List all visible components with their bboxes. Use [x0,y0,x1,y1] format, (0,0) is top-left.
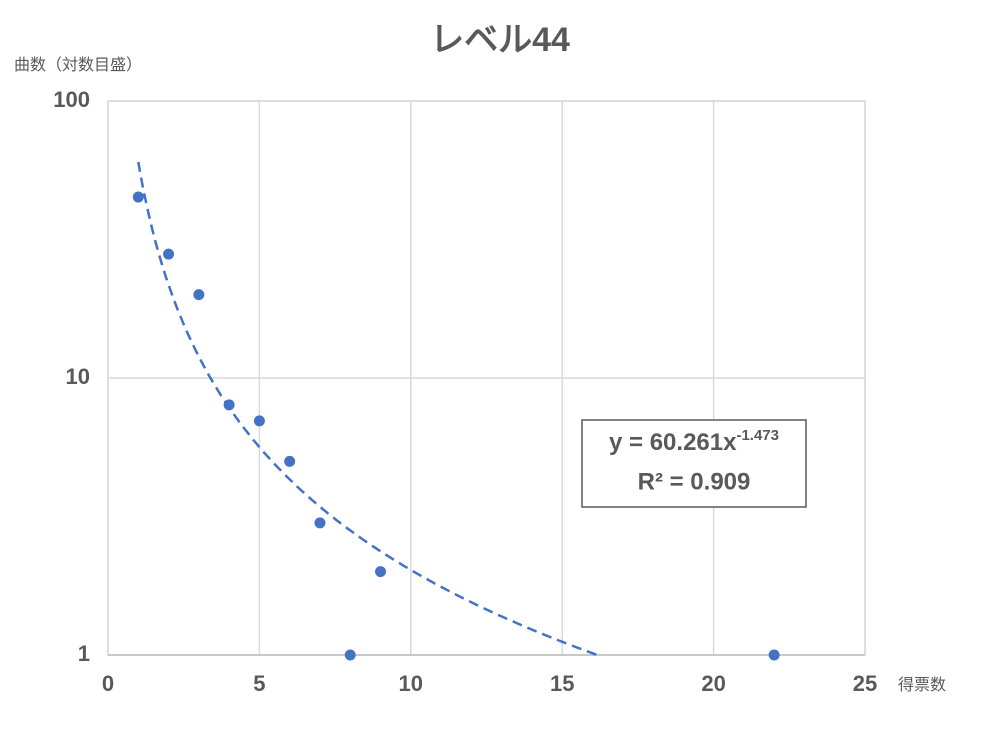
x-tick-label: 10 [399,671,423,696]
data-point [375,566,387,578]
x-tick-label: 0 [102,671,114,696]
x-tick-label: 25 [853,671,877,696]
data-point [344,649,356,661]
equation-box [581,419,807,508]
trendline-equation: y = 60.261x-1.473 [609,427,779,456]
data-point [223,399,235,411]
chart-title: レベル44 [430,21,570,59]
x-axis-label: 得票数 [898,676,946,694]
r-squared: R² = 0.909 [638,468,751,495]
x-tick-label: 5 [253,671,265,696]
data-point [314,517,326,529]
data-point [284,455,296,467]
data-point [193,289,205,301]
data-point [132,191,144,203]
equation-text: y = 60.261x [609,429,737,456]
equation-exponent: -1.473 [736,427,779,444]
y-tick-label: 100 [53,87,90,112]
trendline [137,161,598,657]
x-tick-label: 15 [550,671,574,696]
data-point [768,649,780,661]
y-tick-label: 10 [66,364,90,389]
y-tick-label: 1 [78,641,90,666]
y-axis-label: 曲数（対数目盛） [14,56,142,74]
data-point [163,248,175,260]
data-point [253,415,265,427]
x-tick-label: 20 [701,671,725,696]
